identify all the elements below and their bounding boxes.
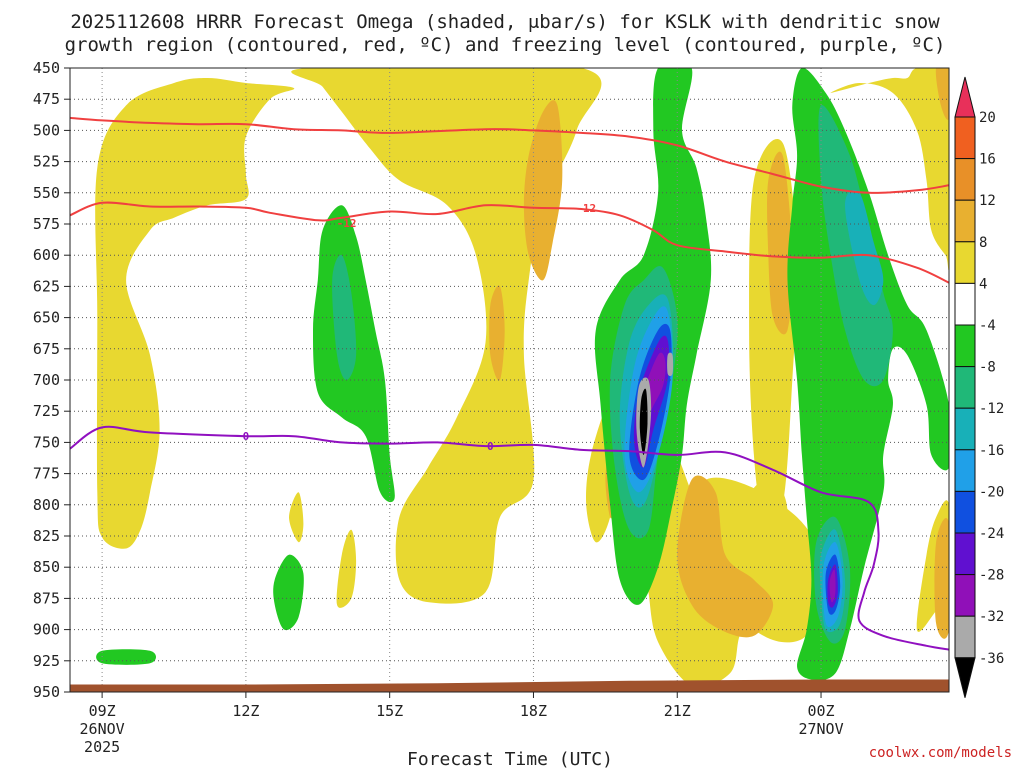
- contour-label-0: -12: [337, 217, 357, 230]
- colorbar: 20 16 12 8 4 -4 -8 -12 -16 -20 -24 -28 -32 -36: [954, 76, 1004, 698]
- x-tick-date-09Z: 26NOV: [80, 720, 125, 738]
- y-tick-label-800: 800: [33, 496, 60, 514]
- colorbar-label-4: 4: [979, 276, 987, 292]
- y-tick-label-825: 825: [33, 527, 60, 545]
- credit-text[interactable]: coolwx.com/models: [869, 745, 1012, 761]
- x-tick-label-18Z: 18Z: [520, 702, 547, 720]
- colorbar-label-12: -32: [979, 609, 1004, 625]
- chart-title-line-1: 2025112608 HRRR Forecast Omega (shaded, …: [70, 11, 940, 33]
- colorbar-swatch-2: [954, 199, 976, 243]
- chart-title-line-2: growth region (contoured, red, ºC) and f…: [65, 34, 946, 56]
- omega-region-8-2: [767, 151, 793, 335]
- y-tick-label-925: 925: [33, 652, 60, 670]
- omega-region-4-9: [289, 492, 304, 543]
- colorbar-label-1: 16: [979, 152, 996, 168]
- y-tick-label-725: 725: [33, 402, 60, 420]
- y-tick-label-450: 450: [33, 59, 60, 77]
- omega-region--12-0: [845, 190, 884, 306]
- y-tick-label-650: 650: [33, 309, 60, 327]
- omega-region--40-0: [639, 388, 648, 455]
- x-tick-label-12Z: 12Z: [232, 702, 259, 720]
- x-tick-label-21Z: 21Z: [664, 702, 691, 720]
- y-tick-label-900: 900: [33, 621, 60, 639]
- x-tick-label-00Z: 00Z: [807, 702, 834, 720]
- colorbar-label-2: 12: [979, 193, 996, 209]
- omega-region-8-4: [935, 68, 949, 120]
- y-axis: 450 475 500 525 550 575 600 625 650 675 700 725 750 7…: [33, 59, 70, 701]
- terrain-fill: [70, 679, 949, 692]
- y-tick-label-550: 550: [33, 184, 60, 202]
- contour-label-3: 0: [487, 440, 494, 453]
- omega-region-4-8: [336, 529, 357, 608]
- colorbar-label-3: 8: [979, 235, 987, 251]
- colorbar-label-10: -24: [979, 526, 1004, 542]
- y-tick-label-775: 775: [33, 465, 60, 483]
- colorbar-label-7: -12: [979, 401, 1004, 417]
- grid-lines: [70, 68, 949, 692]
- colorbar-swatch-0: [954, 116, 976, 160]
- colorbar-label-13: -36: [979, 651, 1004, 667]
- y-tick-label-475: 475: [33, 90, 60, 108]
- colorbar-swatch-7: [954, 407, 976, 451]
- x-tick-year-09Z: 2025: [84, 738, 120, 756]
- terrain: [70, 679, 949, 692]
- colorbar-swatch-5: [954, 324, 976, 368]
- omega-region--32-1: [829, 569, 836, 603]
- omega-region-4-1: [291, 68, 602, 604]
- colorbar-top-arrow: [954, 76, 976, 118]
- colorbar-swatch-10: [954, 532, 976, 576]
- colorbar-swatch-3: [954, 241, 976, 284]
- y-tick-label-500: 500: [33, 121, 60, 139]
- omega-region--4-3: [273, 554, 304, 631]
- omega-region-8-5: [934, 517, 949, 639]
- colorbar-swatch-9: [954, 490, 976, 534]
- colorbar-swatch-6: [954, 366, 976, 409]
- colorbar-label-8: -16: [979, 443, 1004, 459]
- x-tick-label-15Z: 15Z: [376, 702, 403, 720]
- colorbar-label-9: -20: [979, 484, 1004, 500]
- omega-shading: [95, 68, 949, 688]
- colorbar-swatch-11: [954, 574, 976, 617]
- y-tick-label-850: 850: [33, 558, 60, 576]
- y-tick-label-625: 625: [33, 277, 60, 295]
- x-axis-label: Forecast Time (UTC): [407, 749, 613, 768]
- contour-line-1: [70, 201, 949, 284]
- colorbar-bottom-arrow: [954, 657, 976, 698]
- omega-region--4-4: [96, 649, 156, 665]
- x-tick-date-00Z: 27NOV: [798, 720, 843, 738]
- y-tick-label-875: 875: [33, 589, 60, 607]
- contour-label-2: 0: [243, 430, 250, 443]
- plot-area: -12 -12 0 0: [70, 68, 949, 692]
- contour-line-0: [70, 116, 949, 194]
- colorbar-swatch-1: [954, 158, 976, 201]
- colorbar-label-5: -4: [979, 318, 996, 334]
- y-tick-label-525: 525: [33, 153, 60, 171]
- colorbar-swatch-12: [954, 615, 976, 659]
- colorbar-swatch-4: [954, 282, 976, 326]
- colorbar-swatch-8: [954, 449, 976, 492]
- x-tick-label-09Z: 09Z: [89, 702, 116, 720]
- y-tick-label-600: 600: [33, 246, 60, 264]
- contour-line-2: [70, 425, 949, 651]
- contour-label-1: -12: [576, 202, 596, 215]
- omega-region--36-1: [667, 352, 674, 377]
- y-tick-label-675: 675: [33, 340, 60, 358]
- contour-labels: -12 -12 0 0: [243, 202, 597, 453]
- colorbar-label-0: 20: [979, 110, 996, 126]
- colorbar-label-11: -28: [979, 568, 1004, 584]
- omega-region-8-1: [489, 285, 505, 381]
- colorbar-label-6: -8: [979, 360, 996, 376]
- omega-region-4-2: [830, 68, 949, 271]
- y-tick-label-750: 750: [33, 433, 60, 451]
- y-tick-label-950: 950: [33, 683, 60, 701]
- y-tick-label-700: 700: [33, 371, 60, 389]
- temperature-contours: [70, 116, 949, 651]
- omega-region-8-0: [523, 100, 563, 281]
- omega-region-8-3: [677, 475, 774, 638]
- y-tick-label-575: 575: [33, 215, 60, 233]
